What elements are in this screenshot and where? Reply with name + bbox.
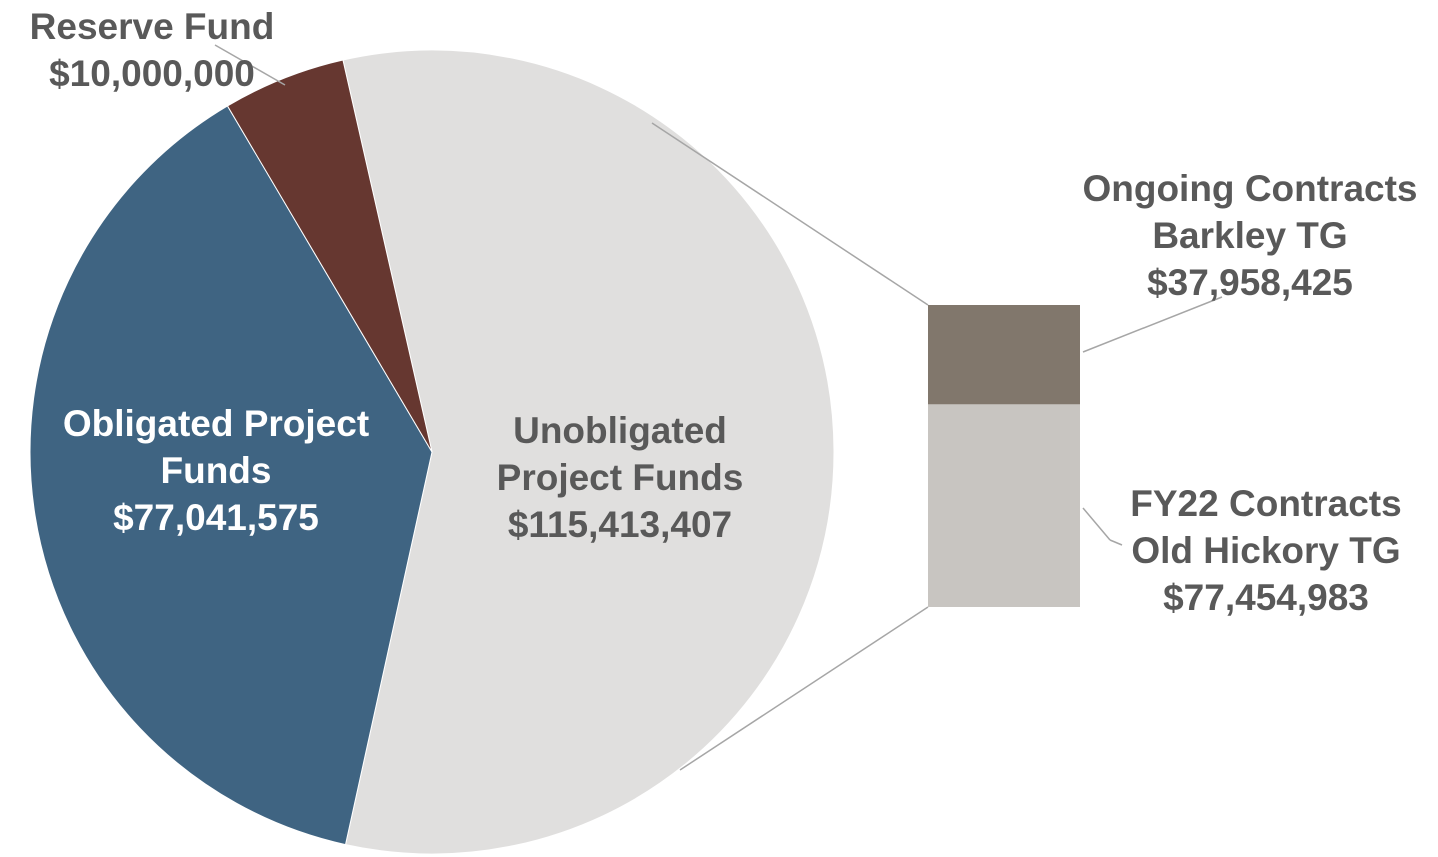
leader-line: [1109, 539, 1123, 546]
label-value: $37,958,425: [1147, 262, 1353, 303]
leader-line: [214, 44, 286, 86]
label-name: Unobligated Project Funds: [496, 410, 744, 498]
pie-slice: [226, 59, 433, 453]
data-label: Ongoing Contracts Barkley TG $37,958,425: [1070, 165, 1430, 306]
label-value: $77,041,575: [113, 497, 319, 538]
data-label: Reserve Fund $10,000,000: [2, 3, 302, 97]
label-value: $115,413,407: [507, 504, 733, 545]
data-label: Obligated Project Funds $77,041,575: [16, 400, 416, 541]
leader-line: [679, 606, 929, 771]
bar-segment: [928, 404, 1080, 607]
bar-segment: [928, 305, 1080, 405]
label-value: $10,000,000: [49, 53, 255, 94]
leader-line: [1082, 296, 1223, 353]
label-value: $77,454,983: [1163, 577, 1369, 618]
label-name: FY22 Contracts Old Hickory TG: [1130, 483, 1402, 571]
label-name: Ongoing Contracts Barkley TG: [1082, 168, 1418, 256]
leader-line: [1082, 507, 1111, 541]
pie-slice: [342, 49, 835, 855]
label-name: Reserve Fund: [29, 6, 275, 47]
data-label: Unobligated Project Funds $115,413,407: [455, 407, 785, 548]
data-label: FY22 Contracts Old Hickory TG $77,454,983: [1116, 480, 1416, 621]
label-name: Obligated Project Funds: [62, 403, 370, 491]
pie-slice: [29, 105, 433, 846]
leader-line: [651, 122, 929, 306]
